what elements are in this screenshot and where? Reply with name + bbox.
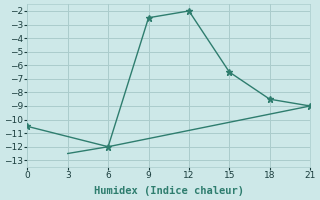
- X-axis label: Humidex (Indice chaleur): Humidex (Indice chaleur): [94, 186, 244, 196]
